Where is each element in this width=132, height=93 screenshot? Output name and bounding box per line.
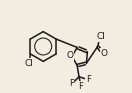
Text: F: F <box>69 79 74 88</box>
Text: O: O <box>101 49 108 58</box>
Text: Cl: Cl <box>25 59 33 68</box>
Text: F: F <box>78 82 83 90</box>
Text: O: O <box>67 51 74 60</box>
Text: Cl: Cl <box>97 32 106 41</box>
Text: F: F <box>86 75 91 84</box>
